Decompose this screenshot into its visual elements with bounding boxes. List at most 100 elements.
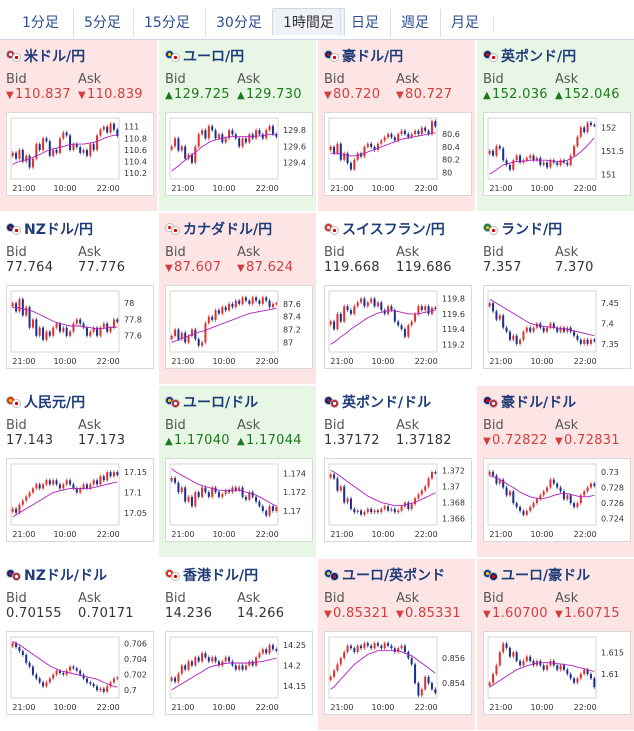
pair-name-link[interactable]: ユーロ/英ポンド: [324, 566, 445, 586]
price-chart[interactable]: 7.45 7.4 7.35 21:00 10:00 22:00: [483, 285, 631, 369]
currency-card[interactable]: 英ポンド/円 Bid Ask ▲152.036 ▲152.046 152 151.5 151 2…: [477, 40, 634, 212]
candle-body: [268, 126, 271, 131]
price-chart[interactable]: 78 77.8 77.6 21:00 10:00 22:00: [6, 285, 154, 369]
price-chart[interactable]: 87.6 87.4 87.2 87 21:00 10:00 22:00: [165, 285, 313, 369]
tab-3[interactable]: 30分足: [205, 9, 272, 37]
candle-body: [38, 144, 41, 150]
price-chart[interactable]: 0.706 0.704 0.702 0.7 21:00 10:00 22:00: [6, 631, 154, 715]
candle-body: [275, 507, 278, 511]
currency-card[interactable]: ランド/円 Bid Ask 7.357 7.370 7.45 7.4 7.35 21:00 10:…: [477, 213, 634, 385]
currency-card[interactable]: 人民元/円 Bid Ask 17.143 17.173 17.15 17.1 17.05 21:…: [0, 386, 158, 558]
y-tick-label: 152: [601, 123, 616, 132]
price-chart[interactable]: 80.6 80.4 80.2 80 21:00 10:00 22:00: [324, 112, 472, 196]
candle-body: [407, 325, 410, 337]
tab-0[interactable]: 1分足: [22, 15, 59, 31]
candle-body: [512, 160, 515, 170]
candle-body: [265, 510, 268, 516]
candle-body: [343, 306, 346, 322]
pair-name-link[interactable]: ユーロ/ドル: [165, 393, 258, 413]
price-chart[interactable]: 17.15 17.1 17.05 21:00 10:00 22:00: [6, 458, 154, 542]
price-chart[interactable]: 111 110.8 110.6 110.4 110.2 21:00 10:00 22:00: [6, 112, 154, 196]
candle-body: [62, 327, 65, 332]
candle-body: [356, 510, 359, 513]
currency-card[interactable]: 英ポンド/ドル Bid Ask 1.37172 1.37182 1.372 1.37 1.36…: [318, 386, 476, 558]
currency-card[interactable]: ユーロ/円 Bid Ask ▲129.725 ▲129.730 129.8 129.6 129…: [159, 40, 317, 212]
pair-name-link[interactable]: 豪ドル/円: [324, 47, 403, 67]
candle-body: [532, 660, 535, 666]
y-tick-label: 0.706: [124, 639, 147, 648]
tab-4[interactable]: 1時間足: [272, 8, 345, 36]
price-chart[interactable]: 119.8 119.6 119.4 119.2 21:00 10:00 22:00: [324, 285, 472, 369]
tab-1[interactable]: 5分足: [73, 9, 131, 37]
candle-body: [42, 484, 45, 489]
candle-body: [589, 339, 592, 344]
ask-price: 0.70171: [78, 606, 134, 621]
pair-name-link[interactable]: 英ポンド/ドル: [324, 393, 431, 413]
tab-6[interactable]: 週足: [390, 9, 439, 37]
pair-name-link[interactable]: ランド/円: [483, 220, 562, 240]
candle-body: [393, 508, 396, 513]
bid-price: ▲1.17040: [165, 433, 230, 448]
price-chart[interactable]: 1.372 1.37 1.368 1.366 21:00 10:00 22:00: [324, 458, 472, 542]
candlestick-chart: 1.615 1.61 21:00 10:00 22:00: [487, 636, 624, 712]
candle-body: [515, 503, 518, 508]
candle-body: [42, 682, 45, 687]
candle-body: [116, 677, 119, 679]
currency-card[interactable]: NZドル/円 Bid Ask 77.764 77.776 78 77.8 77.6 21:00 1…: [0, 213, 158, 385]
candle-body: [89, 144, 92, 156]
currency-card[interactable]: ユーロ/豪ドル Bid Ask ▼1.60700 ▼1.60715 1.615 1.61 21…: [477, 559, 634, 731]
currency-card[interactable]: ユーロ/英ポンド Bid Ask ▼0.85321 ▼0.85331 0.856 0.854…: [318, 559, 476, 731]
currency-card[interactable]: カナダドル/円 Bid Ask ▼87.607 ▼87.624 87.6 87.4 87.2 8…: [159, 213, 317, 385]
candle-body: [31, 666, 34, 675]
candle-body: [214, 310, 217, 320]
candle-body: [559, 327, 562, 332]
candle-body: [238, 487, 241, 491]
candle-body: [562, 491, 565, 500]
price-chart[interactable]: 1.615 1.61 21:00 10:00 22:00: [483, 631, 631, 715]
pair-name-link[interactable]: 英ポンド/円: [483, 47, 576, 67]
price-chart[interactable]: 1.174 1.172 1.17 21:00 10:00 22:00: [165, 458, 313, 542]
currency-card[interactable]: 豪ドル/円 Bid Ask ▼80.720 ▼80.727 80.6 80.4 80.2 80 2…: [318, 40, 476, 212]
price-chart[interactable]: 0.73 0.728 0.726 0.724 21:00 10:00 22:00: [483, 458, 631, 542]
price-chart[interactable]: 14.25 14.2 14.15 21:00 10:00 22:00: [165, 631, 313, 715]
candle-body: [25, 496, 28, 501]
pair-name-link[interactable]: NZドル/円: [6, 220, 93, 240]
x-tick-label: 10:00: [53, 703, 76, 712]
pair-name-link[interactable]: カナダドル/円: [165, 220, 272, 240]
plot-frame: [169, 636, 279, 699]
candle-body: [529, 507, 532, 511]
currency-card[interactable]: スイスフラン/円 Bid Ask 119.668 119.686 119.8 119.6 11…: [318, 213, 476, 385]
price-chart[interactable]: 152 151.5 151 21:00 10:00 22:00: [483, 112, 631, 196]
pair-name-link[interactable]: ユーロ/豪ドル: [483, 566, 590, 586]
y-tick-label: 1.615: [601, 648, 624, 657]
pair-name: 豪ドル/円: [342, 49, 404, 65]
currency-card[interactable]: 米ドル/円 Bid Ask ▼110.837 ▼110.839 111 110.8 110.6…: [0, 40, 158, 212]
tab-5[interactable]: 日足: [340, 9, 389, 37]
tab-7[interactable]: 月足: [440, 9, 489, 37]
down-triangle-icon: ▼: [324, 609, 332, 620]
pair-name-link[interactable]: 米ドル/円: [6, 47, 85, 67]
currency-card[interactable]: NZドル/ドル Bid Ask 0.70155 0.70171 0.706 0.704 0.7…: [0, 559, 158, 731]
pair-name: ユーロ/ドル: [183, 395, 259, 411]
price-chart[interactable]: 129.8 129.6 129.4 21:00 10:00 22:00: [165, 112, 313, 196]
plot-frame: [10, 117, 120, 180]
pair-name-link[interactable]: 香港ドル/円: [165, 566, 258, 586]
candle-body: [512, 335, 515, 340]
candle-body: [380, 645, 383, 649]
bid-price: 119.668: [324, 260, 380, 275]
y-tick-label: 1.172: [283, 488, 306, 497]
pair-name-link[interactable]: 豪ドル/ドル: [483, 393, 576, 413]
pair-name-link[interactable]: 人民元/円: [6, 393, 85, 413]
pair-name-link[interactable]: NZドル/ドル: [6, 566, 107, 586]
pair-name-link[interactable]: スイスフラン/円: [324, 220, 445, 240]
candle-body: [18, 299, 21, 312]
currency-card[interactable]: ユーロ/ドル Bid Ask ▲1.17040 ▲1.17044 1.174 1.172 1.…: [159, 386, 317, 558]
currency-card[interactable]: 豪ドル/ドル Bid Ask ▼0.72822 ▼0.72831 0.73 0.728 0.7…: [477, 386, 634, 558]
pair-name-link[interactable]: ユーロ/円: [165, 47, 244, 67]
candle-body: [339, 313, 342, 322]
currency-card[interactable]: 香港ドル/円 Bid Ask 14.236 14.266 14.25 14.2 14.15 21…: [159, 559, 317, 731]
candle-body: [546, 665, 549, 670]
price-chart[interactable]: 0.856 0.854 21:00 10:00 22:00: [324, 631, 472, 715]
candle-body: [11, 152, 14, 156]
tab-2[interactable]: 15分足: [133, 9, 200, 37]
